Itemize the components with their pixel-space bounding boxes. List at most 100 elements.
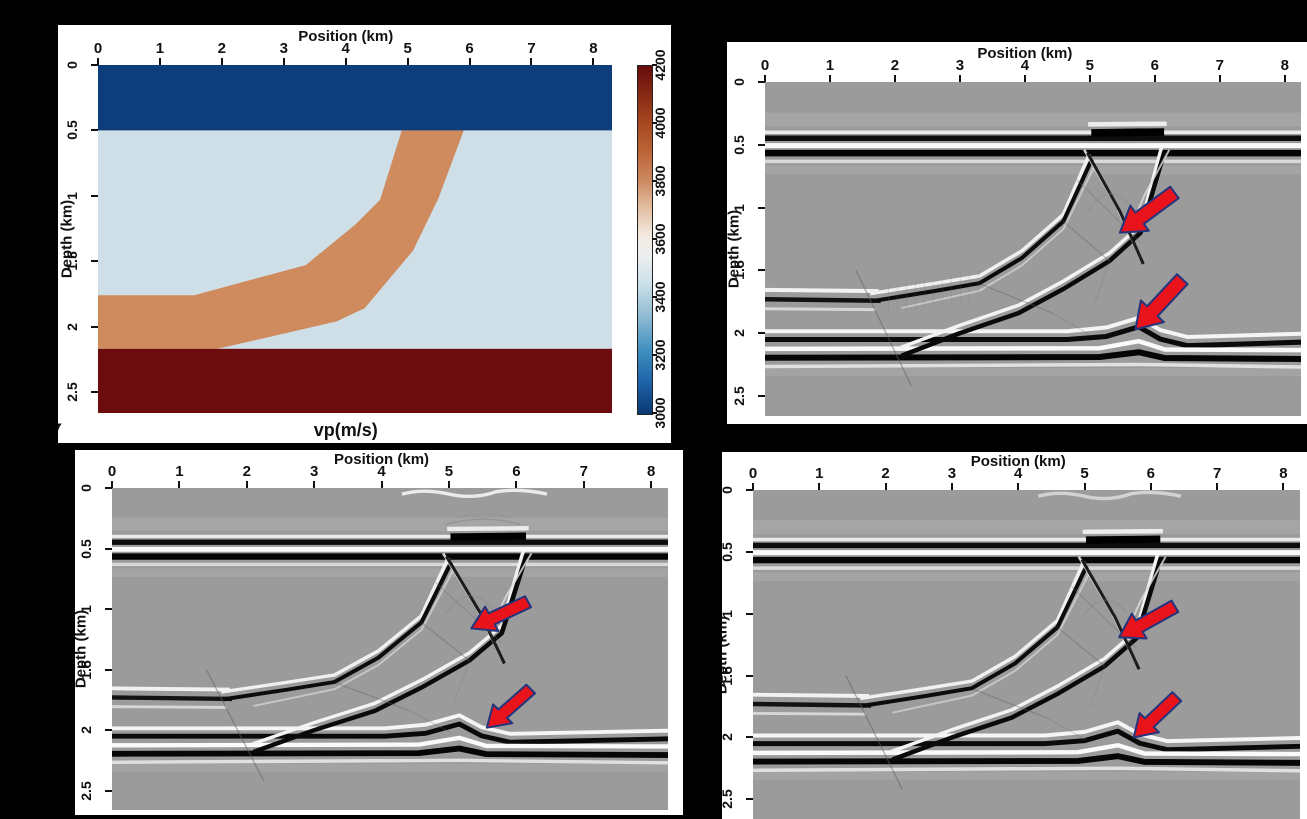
x-tick-mark (582, 481, 585, 488)
panel-migration-top-right: Position (km) 0 1 2 3 4 5 6 7 8 0 0.5 1 1.5 2 2.5 Depth … (727, 42, 1307, 424)
x-tick-mark (752, 483, 754, 490)
reflector-event (112, 758, 668, 765)
x-tick-label: 2 (217, 40, 227, 57)
x-tick-label: 3 (279, 40, 288, 57)
y-tick-mark (758, 81, 765, 83)
seismic-image (753, 490, 1300, 819)
near-surface-disturbance (1037, 490, 1182, 501)
y-tick-label: 0.5 (722, 542, 735, 562)
reflector-event (845, 675, 903, 790)
colorbar-tick-mark (652, 354, 657, 356)
reflector-event (112, 695, 233, 702)
y-tick-mark (105, 789, 112, 792)
reflector-event (753, 711, 866, 716)
colorbar-tick-label: 3400 (652, 281, 668, 313)
colorbar-tick-mark (652, 412, 657, 414)
reflector-event (871, 158, 1094, 304)
x-tick-label: 1 (175, 463, 184, 480)
x-tick-mark (220, 58, 223, 65)
x-tick-label: 4 (341, 40, 350, 57)
x-tick-label: 5 (444, 463, 454, 480)
x-tick-label: 8 (1280, 57, 1289, 74)
y-tick-label: 0 (722, 486, 735, 494)
colorbar-tick-mark (652, 64, 657, 66)
y-tick-mark (746, 612, 753, 615)
colorbar (637, 65, 653, 415)
annotation-arrow (1134, 273, 1189, 331)
panel-migration-bottom-left: Position (km) 0 1 2 3 4 5 6 7 8 0 0.5 1 1.5 2 2.5 Depth … (75, 450, 683, 815)
y-tick-mark (746, 798, 753, 801)
x-tick-label: 7 (527, 40, 536, 57)
reflector-event (900, 152, 1167, 358)
partial-caption-glyph: ( (58, 418, 62, 443)
y-tick-mark (91, 194, 98, 197)
reflector-event (765, 287, 879, 294)
x-tick-mark (380, 481, 383, 488)
reflector-event (421, 621, 470, 661)
y-axis-title: Depth (km) (722, 615, 731, 694)
reflector-event (753, 753, 1300, 766)
x-tick-label: 7 (1215, 57, 1224, 74)
x-tick-mark (958, 75, 961, 82)
reflector-event (753, 766, 1300, 773)
y-tick-mark (746, 489, 753, 491)
x-tick-label: 5 (403, 40, 412, 57)
reflector-event (450, 532, 527, 541)
x-tick-mark (1088, 75, 1091, 82)
x-tick-label: 5 (1080, 465, 1089, 482)
y-tick-label: 2 (64, 322, 80, 331)
x-tick-label: 8 (1279, 465, 1288, 482)
reflector-event (972, 688, 1047, 719)
y-tick-mark (91, 129, 98, 132)
reflector-event (112, 705, 227, 709)
x-tick-mark (245, 481, 248, 488)
y-tick-mark (758, 394, 765, 397)
velocity-model-image (98, 65, 612, 413)
x-tick-mark (158, 58, 161, 65)
reflector-event (253, 569, 455, 707)
y-tick-label: 2.5 (731, 386, 747, 406)
x-tick-mark (764, 75, 766, 82)
reflector-event (222, 561, 453, 702)
reflector-event (447, 526, 529, 532)
reflector-event (112, 721, 668, 745)
y-tick-label: 0.5 (64, 120, 80, 141)
y-tick-mark (758, 206, 765, 209)
reflector-event (1062, 220, 1110, 262)
y-tick-label: 0.5 (731, 135, 747, 155)
colorbar-tick-label: 3200 (652, 339, 668, 371)
x-tick-label: 1 (155, 40, 165, 57)
x-tick-label: 4 (1020, 57, 1030, 74)
reflector-event (892, 573, 1090, 714)
reflector-event (1088, 121, 1167, 127)
reflector-event (901, 166, 1095, 310)
y-tick-mark (105, 547, 112, 550)
y-tick-mark (91, 325, 98, 328)
reflector-event (753, 743, 1300, 757)
x-tick-label: 5 (1085, 57, 1095, 74)
x-tick-label: 3 (955, 57, 965, 74)
y-tick-mark (105, 729, 112, 732)
x-tick-label: 3 (310, 463, 319, 480)
y-tick-label: 2.5 (722, 789, 735, 809)
reflector-event (1080, 559, 1141, 670)
reflector-event (765, 296, 881, 304)
reflector-event (112, 713, 668, 736)
reflector-event (765, 338, 1301, 353)
x-tick-label: 7 (1212, 465, 1222, 482)
colorbar-tick-label: 4000 (652, 107, 668, 139)
y-tick-mark (758, 332, 765, 335)
x-axis-title: Position (km) (298, 28, 394, 45)
y-tick-label: 0.5 (78, 538, 94, 559)
x-tick-mark (1218, 75, 1221, 82)
colorbar-tick-mark (652, 238, 657, 240)
reflector-event (1045, 717, 1087, 741)
reflector-event (409, 710, 451, 733)
reflector-event (753, 720, 1300, 744)
y-tick-label: 0 (78, 484, 94, 492)
layer-top (98, 65, 612, 131)
x-tick-mark (818, 483, 821, 490)
x-tick-label: 2 (881, 465, 890, 482)
x-axis-title: Position (km) (977, 45, 1073, 62)
